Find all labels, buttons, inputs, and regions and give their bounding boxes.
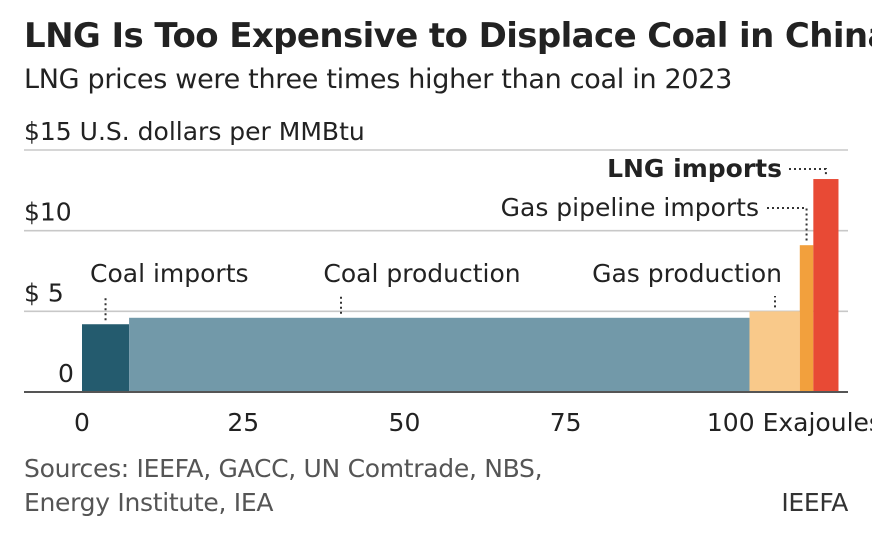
sources-line-1: Sources: IEEFA, GACC, UN Comtrade, NBS,	[24, 454, 543, 483]
y-tick-label-0: 0	[58, 359, 74, 388]
bar-gas-pipeline-imports	[799, 245, 814, 392]
y-tick-label-10: $10	[24, 198, 72, 227]
leader-lng-imports	[789, 168, 827, 177]
x-tick-label-50: 50	[389, 408, 421, 437]
bar-lng-imports	[813, 179, 839, 392]
credit-logo-text: IEEFA	[781, 488, 848, 517]
y-tick-label-5: $ 5	[24, 278, 64, 307]
bar-coal-production	[129, 317, 750, 392]
label-gas-pipeline-imports: Gas pipeline imports	[501, 193, 759, 222]
x-tick-label-25: 25	[227, 408, 259, 437]
y-tick-label-15: $15 U.S. dollars per MMBtu	[24, 117, 365, 146]
bar-coal-imports	[82, 324, 130, 392]
x-tick-label-0: 0	[74, 408, 90, 437]
x-tick-label-100: 100 Exajoules	[707, 408, 872, 437]
sources-line-2: Energy Institute, IEA	[24, 488, 274, 517]
label-lng-imports: LNG imports	[607, 154, 782, 183]
x-tick-label-75: 75	[550, 408, 582, 437]
leader-gas-pipeline-imports	[767, 207, 808, 243]
label-coal-production: Coal production	[323, 259, 520, 288]
chart-subtitle: LNG prices were three times higher than …	[24, 64, 733, 95]
label-gas-production: Gas production	[592, 259, 782, 288]
label-coal-imports: Coal imports	[90, 259, 249, 288]
bar-gas-production	[749, 311, 800, 392]
sources-note: Sources: IEEFA, GACC, UN Comtrade, NBS, …	[24, 452, 644, 520]
chart-title: LNG Is Too Expensive to Displace Coal in…	[24, 16, 872, 56]
chart-plot: 0 $ 5 $10 $15 U.S. dollars per MMBtu 0 25 50 75…	[24, 117, 872, 437]
